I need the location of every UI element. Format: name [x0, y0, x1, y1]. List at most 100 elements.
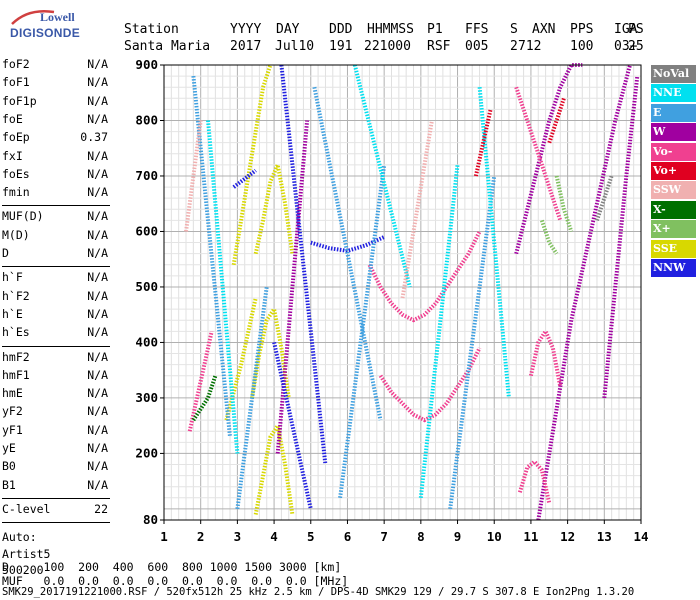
legend-item-vominus: Vo- — [651, 142, 696, 161]
param-name: h`Es — [2, 325, 30, 340]
d-row: D 100 200 400 600 800 1000 1500 3000 [km… — [2, 560, 342, 574]
param-name: foEp — [2, 130, 30, 145]
muf-row: MUF 0.0 0.0 0.0 0.0 0.0 0.0 0.0 0.0 [MHz… — [2, 574, 349, 588]
header-value-pps: 100 — [570, 39, 594, 54]
param-name: h`F2 — [2, 288, 30, 303]
echo-trace — [378, 347, 482, 423]
series-ssw — [184, 120, 434, 299]
x-tick-label: 9 — [454, 529, 462, 544]
header-value-day: Jul10 — [275, 39, 315, 54]
series-vo-plus — [473, 97, 566, 177]
param-row: foF2 N/A — [2, 57, 108, 75]
echo-trace — [536, 64, 632, 521]
param-name: foF2 — [2, 57, 30, 71]
legend-item-xminus: X- — [651, 200, 696, 219]
param-value: N/A — [87, 246, 108, 260]
logo-text-lowell: Lowell — [40, 10, 75, 24]
x-tick-label: 8 — [417, 529, 425, 544]
echo-trace — [517, 458, 552, 504]
header-value-p1: RSF — [427, 39, 451, 54]
x-tick-label: 4 — [270, 529, 278, 544]
param-row: yE N/A — [2, 441, 108, 459]
legend-item-w: W — [651, 123, 696, 142]
param-row: h`E N/A — [2, 307, 108, 325]
x-tick-label: 1 — [160, 529, 168, 544]
x-tick-label: 14 — [633, 529, 648, 544]
series-w — [275, 63, 640, 521]
y-tick-label: 400 — [135, 334, 158, 349]
header-value-hhmmss: 221000 — [364, 39, 411, 54]
param-name: hmF1 — [2, 367, 30, 382]
header-value-yyyy: 2017 — [230, 39, 262, 54]
header-label-ddd: DDD — [329, 22, 353, 37]
param-name: yF1 — [2, 422, 23, 437]
header-label-yyyy: YYYY — [230, 22, 262, 37]
logo-text-digisonde: DIGISONDE — [10, 26, 81, 40]
param-value: N/A — [87, 185, 108, 200]
x-tick-label: 3 — [234, 529, 242, 544]
param-name: D — [2, 246, 9, 260]
echo-trace — [367, 230, 482, 323]
echo-trace — [554, 175, 574, 233]
param-row: fxI N/A — [2, 149, 108, 167]
y-tick-label: 600 — [135, 223, 158, 238]
chart-ticks: 1 2 3 4 5 6 7 8 9 10 11 12 13 14802003004005006007008… — [135, 57, 648, 544]
plot-frame — [163, 64, 642, 521]
param-value: N/A — [87, 270, 108, 285]
param-name: B1 — [2, 477, 16, 492]
echo-trace — [231, 64, 273, 266]
header-label-station: Station — [124, 22, 179, 37]
param-row: foE N/A — [2, 112, 108, 130]
x-tick-label: 7 — [380, 529, 388, 544]
param-divider — [2, 522, 110, 524]
header-label-day: DAY — [276, 22, 300, 37]
echo-trace — [250, 303, 291, 399]
series-x-plus — [540, 175, 574, 255]
legend-item-nne: NNE — [651, 84, 696, 103]
echo-trace — [272, 341, 313, 510]
header-label-ps: PS — [628, 22, 644, 37]
param-row: hmE N/A — [2, 386, 108, 404]
param-value: N/A — [87, 306, 108, 321]
series-vo-minus — [187, 86, 563, 504]
param-value: N/A — [87, 477, 108, 492]
legend-item-voplus: Vo+ — [651, 162, 696, 180]
param-row: h`F2 N/A — [2, 289, 108, 307]
echo-trace — [477, 87, 511, 399]
param-row: hmF2 N/A — [2, 350, 108, 368]
header-label-pps: PPS — [570, 22, 594, 37]
x-tick-label: 11 — [523, 529, 538, 544]
auto-line: Artist5 — [2, 546, 51, 561]
param-value: N/A — [87, 288, 108, 303]
header-value-ddd: 191 — [329, 39, 353, 54]
x-tick-label: 13 — [597, 529, 612, 544]
param-row: h`F N/A — [2, 270, 108, 288]
header-label-ffs: FFS — [465, 22, 489, 37]
echo-trace — [191, 375, 218, 422]
y-tick-label: 80 — [143, 512, 158, 527]
echo-trace — [235, 286, 269, 510]
param-value: N/A — [87, 422, 108, 437]
param-value: N/A — [87, 57, 108, 71]
param-value: N/A — [87, 441, 108, 455]
param-row: B1 N/A — [2, 478, 108, 496]
param-name: foE — [2, 111, 23, 126]
series-x-minus — [191, 375, 218, 422]
legend-item-noval: NoVal — [651, 65, 696, 83]
param-value: N/A — [87, 367, 108, 382]
chart-marks — [184, 63, 640, 521]
param-value: N/A — [87, 349, 108, 364]
echo-trace — [338, 164, 387, 499]
x-tick-label: 6 — [344, 529, 352, 544]
param-row: yF1 N/A — [2, 423, 108, 441]
header-label-iga: IGA — [614, 22, 638, 37]
y-tick-label: 500 — [135, 279, 158, 294]
param-name: B0 — [2, 459, 16, 474]
echo-trace — [448, 175, 497, 510]
header-value-axn: 712 — [518, 39, 542, 54]
series-nnw — [232, 64, 386, 510]
param-row: D N/A — [2, 246, 108, 264]
param-name: h`F — [2, 270, 23, 285]
x-tick-label: 10 — [487, 529, 502, 544]
param-value: N/A — [87, 325, 108, 340]
